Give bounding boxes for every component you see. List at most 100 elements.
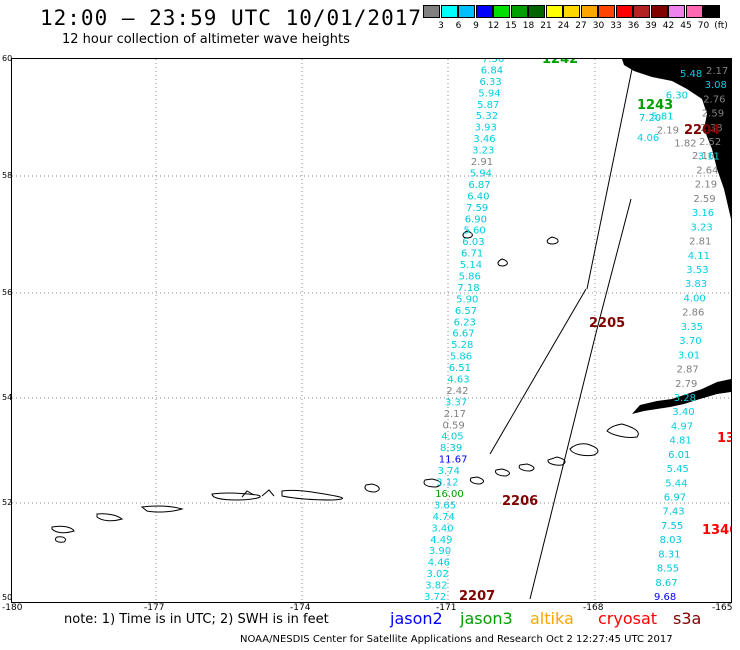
swh-value: 3.65 (434, 500, 456, 511)
alaska-peninsula-coastline (632, 379, 731, 414)
legend-cryosat: cryosat (598, 609, 658, 628)
swh-value: 3.83 (685, 279, 707, 290)
swh-value: 3.93 (475, 123, 497, 134)
lat-label-50: 50 (2, 593, 13, 602)
swh-value: 2.59 (693, 194, 715, 205)
swh-value: 3.74 (438, 466, 460, 477)
swh-value: 3.40 (672, 407, 694, 418)
lon-label-180: -180 (2, 603, 23, 613)
swh-value: 4.06 (637, 133, 659, 144)
units-note: note: 1) Time is in UTC; 2) SWH is in fe… (64, 612, 329, 627)
swh-value: 8.39 (440, 443, 462, 454)
swh-value: 6.51 (449, 363, 471, 374)
swh-value: 4.74 (433, 512, 455, 523)
map-canvas: 7.566.846.335.945.875.323.933.463.232.91… (12, 52, 740, 604)
pass-label-2204: 2204 (684, 123, 720, 138)
swh-value: 16.00 (435, 489, 464, 500)
swh-value: 3.35 (681, 322, 703, 333)
pass-label-1243: 1243 (637, 98, 673, 113)
colorbar-swatch (633, 5, 650, 18)
swh-value: 2.52 (699, 137, 721, 148)
swh-value: 7.43 (662, 507, 684, 518)
pass-label-2207: 2207 (459, 589, 495, 602)
colorbar-tick-label: 70 (697, 21, 710, 31)
swh-value: 3.23 (472, 146, 494, 157)
legend-jason2: jason2 (390, 609, 443, 628)
swh-value: 3.90 (429, 546, 451, 557)
swh-value: 2.17 (444, 409, 466, 420)
legend-altika: altika (530, 609, 574, 628)
swh-value: 5.90 (456, 294, 478, 305)
swh-value: 5.87 (477, 100, 499, 111)
swh-value: 2.86 (682, 308, 704, 319)
track-c-swh-labels: 5.48 6.30 5.81 4.06 (637, 69, 702, 144)
lon-label-168: -168 (583, 603, 604, 613)
swh-value: 2.38 (700, 123, 722, 134)
swh-value: 2.64 (696, 166, 718, 177)
swh-value: 3.12 (436, 478, 458, 489)
swh-value: 5.94 (478, 88, 500, 99)
colorbar-swatch (615, 5, 633, 18)
swh-value: 3.37 (445, 397, 467, 408)
swh-value: 3.23 (691, 222, 713, 233)
colorbar-swatch (528, 5, 545, 18)
swh-value: 5.44 (665, 478, 687, 489)
swh-value: 4.05 (441, 432, 463, 443)
track-a-swh-labels: 7.566.846.335.945.875.323.933.463.232.91… (424, 54, 504, 603)
swh-value: 6.30 (666, 90, 688, 101)
colorbar-tick-label: 45 (680, 21, 692, 31)
colorbar-swatch (475, 5, 493, 18)
swh-value: 3.02 (427, 569, 449, 580)
swh-value: 1.82 (674, 138, 696, 149)
page-subtitle: 12 hour collection of altimeter wave hei… (62, 32, 350, 47)
colorbar-swatch (563, 5, 580, 18)
swh-value: 6.87 (468, 180, 490, 191)
colorbar-tick-label: 21 (540, 21, 552, 31)
footer-credit: NOAA/NESDIS Center for Satellite Applica… (240, 634, 673, 645)
swh-value: 2.59 (702, 109, 724, 120)
swh-value: 4.63 (447, 375, 469, 386)
track-b-swh-labels: 7.20 2.191.82 2.16 (639, 113, 714, 162)
swh-value: 5.45 (667, 464, 689, 475)
swh-value: 2.87 (677, 365, 699, 376)
swh-value: 3.70 (679, 336, 701, 347)
pass-label-2205: 2205 (589, 316, 625, 331)
colorbar-swatch (685, 5, 703, 18)
colorbar-swatch (493, 5, 510, 18)
lon-label-174: -174 (290, 603, 311, 613)
swh-value: 4.46 (428, 558, 450, 569)
colorbar-swatch (423, 5, 440, 18)
swh-value: 5.86 (459, 272, 481, 283)
ground-track-lines (489, 68, 633, 600)
lat-label-58: 58 (2, 171, 13, 180)
colorbar-swatch (510, 5, 528, 18)
swh-value: 2.42 (446, 386, 468, 397)
colorbar-unit-label: (ft) (714, 21, 728, 31)
swh-value: 4.00 (684, 294, 706, 305)
swh-value: 0.59 (443, 420, 465, 431)
swh-value: 4.11 (688, 251, 710, 262)
swh-value: 8.55 (657, 564, 679, 575)
aleutian-islands-coastline (51, 230, 639, 543)
swh-value: 6.97 (664, 493, 686, 504)
colorbar-tick-label: 18 (522, 21, 535, 31)
swh-value: 4.81 (670, 436, 692, 447)
swh-value: 6.67 (452, 329, 474, 340)
swh-value: 5.81 (651, 112, 673, 123)
swh-value: 5.94 (470, 169, 492, 180)
lon-label-165: -165 (712, 603, 733, 613)
colorbar-swatch (458, 5, 475, 18)
colorbar-swatch (580, 5, 598, 18)
swh-value: 7.55 (661, 521, 683, 532)
lat-label-54: 54 (2, 393, 13, 402)
colorbar-tick-label: 12 (487, 21, 500, 31)
swh-value: 11.67 (439, 455, 468, 466)
pass-label-2206: 2206 (502, 494, 538, 509)
swh-value: 2.81 (689, 237, 711, 248)
colorbar-tick-label: 9 (473, 21, 479, 31)
pass-label-1242: 1242 (542, 59, 578, 67)
colorbar-tick-label: 27 (575, 21, 587, 31)
swh-value: 5.14 (460, 260, 482, 271)
pass-label-134: 134 (717, 431, 731, 446)
colorbar-swatch (598, 5, 615, 18)
